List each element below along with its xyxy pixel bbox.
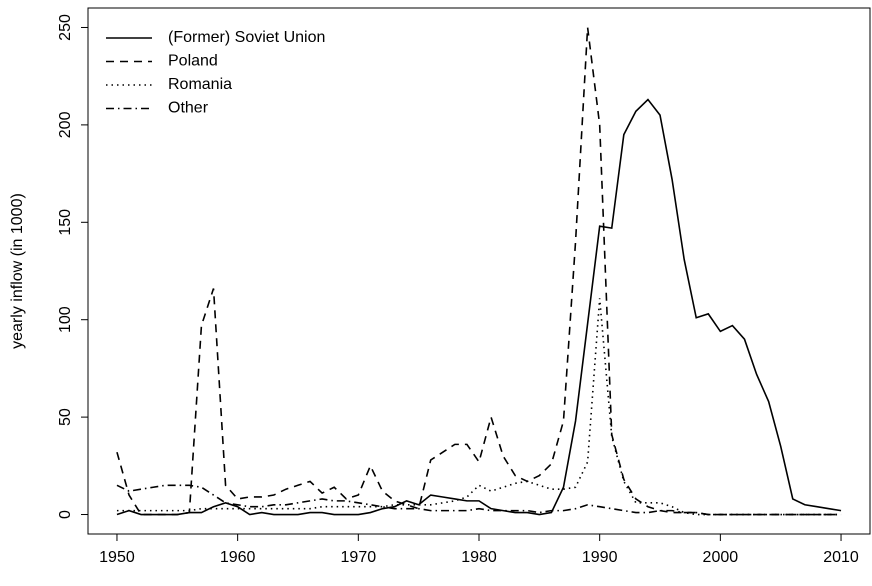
y-tick-label: 150 [57, 209, 74, 236]
y-tick-label: 250 [57, 14, 74, 41]
x-tick-label: 1950 [99, 549, 135, 566]
x-tick-label: 2000 [703, 549, 739, 566]
x-tick-label: 2010 [823, 549, 859, 566]
x-tick-label: 1980 [461, 549, 497, 566]
x-tick-label: 1960 [220, 549, 256, 566]
y-tick-label: 200 [57, 111, 74, 138]
x-tick-label: 1990 [582, 549, 618, 566]
series-line [116, 27, 842, 516]
y-tick-label: 100 [57, 306, 74, 333]
legend-label: Romania [168, 76, 232, 93]
series-line [116, 484, 842, 516]
legend-label: Other [168, 100, 209, 117]
y-tick-label: 0 [57, 510, 74, 519]
legend-label: (Former) Soviet Union [168, 29, 325, 46]
y-axis-label: yearly inflow (in 1000) [9, 193, 26, 349]
series-line [116, 98, 842, 516]
x-tick-label: 1970 [341, 549, 377, 566]
y-tick-label: 50 [57, 408, 74, 426]
legend-label: Poland [168, 53, 218, 70]
